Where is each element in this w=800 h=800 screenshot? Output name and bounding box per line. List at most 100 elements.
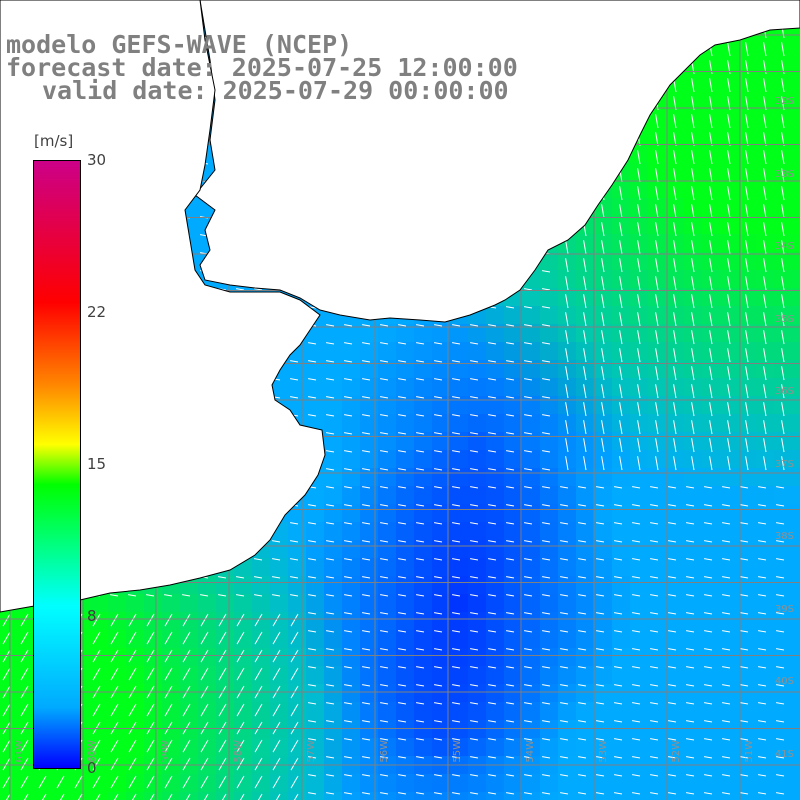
- field-cell: [396, 414, 414, 432]
- field-cell: [306, 594, 324, 612]
- field-cell: [630, 594, 648, 612]
- field-cell: [270, 666, 288, 684]
- field-cell: [774, 504, 792, 522]
- colorbar-tick-15: 15: [87, 455, 107, 473]
- field-cell: [738, 270, 756, 288]
- field-cell: [180, 630, 198, 648]
- latitude-label: 40S: [774, 676, 794, 687]
- field-cell: [450, 450, 468, 468]
- field-cell: [90, 594, 108, 612]
- field-cell: [684, 288, 702, 306]
- field-cell: [396, 378, 414, 396]
- field-cell: [792, 558, 800, 576]
- field-cell: [162, 594, 180, 612]
- field-cell: [270, 612, 288, 630]
- field-cell: [756, 666, 774, 684]
- field-cell: [666, 612, 684, 630]
- field-cell: [594, 666, 612, 684]
- field-cell: [504, 414, 522, 432]
- field-cell: [558, 270, 576, 288]
- field-cell: [738, 378, 756, 396]
- field-cell: [468, 486, 486, 504]
- latitude-label: 32S: [774, 96, 794, 107]
- field-cell: [738, 360, 756, 378]
- field-cell: [774, 108, 792, 126]
- field-cell: [360, 666, 378, 684]
- field-cell: [270, 540, 288, 558]
- field-cell: [396, 486, 414, 504]
- field-cell: [540, 270, 558, 288]
- field-cell: [540, 666, 558, 684]
- field-cell: [360, 648, 378, 666]
- field-cell: [594, 594, 612, 612]
- field-cell: [774, 414, 792, 432]
- field-cell: [702, 360, 720, 378]
- field-cell: [342, 324, 360, 342]
- field-cell: [702, 324, 720, 342]
- field-cell: [108, 594, 126, 612]
- field-cell: [612, 630, 630, 648]
- field-cell: [792, 630, 800, 648]
- field-cell: [720, 144, 738, 162]
- field-cell: [684, 540, 702, 558]
- field-cell: [648, 324, 666, 342]
- longitude-label: 56W: [379, 740, 390, 763]
- field-cell: [108, 612, 126, 630]
- longitude-label: 59W: [160, 740, 171, 763]
- field-cell: [324, 630, 342, 648]
- field-cell: [558, 414, 576, 432]
- field-cell: [324, 666, 342, 684]
- field-cell: [630, 324, 648, 342]
- field-cell: [756, 216, 774, 234]
- field-cell: [486, 540, 504, 558]
- colorbar-tick-8: 8: [87, 607, 97, 625]
- field-cell: [594, 216, 612, 234]
- field-cell: [558, 576, 576, 594]
- field-cell: [558, 648, 576, 666]
- field-cell: [306, 486, 324, 504]
- field-cell: [630, 234, 648, 252]
- field-cell: [432, 486, 450, 504]
- field-cell: [666, 378, 684, 396]
- field-cell: [450, 414, 468, 432]
- field-cell: [648, 144, 666, 162]
- field-cell: [684, 144, 702, 162]
- field-cell: [450, 360, 468, 378]
- field-cell: [774, 648, 792, 666]
- field-cell: [774, 558, 792, 576]
- field-cell: [432, 612, 450, 630]
- field-cell: [702, 162, 720, 180]
- field-cell: [90, 666, 108, 684]
- field-cell: [378, 648, 396, 666]
- field-cell: [792, 144, 800, 162]
- field-cell: [738, 54, 756, 72]
- field-cell: [612, 522, 630, 540]
- field-cell: [198, 630, 216, 648]
- field-cell: [720, 90, 738, 108]
- field-cell: [126, 630, 144, 648]
- field-cell: [360, 324, 378, 342]
- field-cell: [774, 576, 792, 594]
- field-cell: [666, 540, 684, 558]
- field-cell: [756, 612, 774, 630]
- field-cell: [504, 594, 522, 612]
- field-cell: [594, 360, 612, 378]
- field-cell: [684, 414, 702, 432]
- field-cell: [504, 378, 522, 396]
- field-cell: [792, 612, 800, 630]
- latitude-label: 34S: [774, 241, 794, 252]
- field-cell: [450, 666, 468, 684]
- field-cell: [666, 126, 684, 144]
- field-cell: [522, 648, 540, 666]
- field-cell: [702, 576, 720, 594]
- field-cell: [378, 450, 396, 468]
- field-cell: [468, 360, 486, 378]
- field-cell: [486, 378, 504, 396]
- field-cell: [648, 288, 666, 306]
- field-cell: [144, 630, 162, 648]
- field-cell: [234, 594, 252, 612]
- field-cell: [396, 324, 414, 342]
- field-cell: [486, 612, 504, 630]
- field-cell: [252, 684, 270, 702]
- field-cell: [486, 450, 504, 468]
